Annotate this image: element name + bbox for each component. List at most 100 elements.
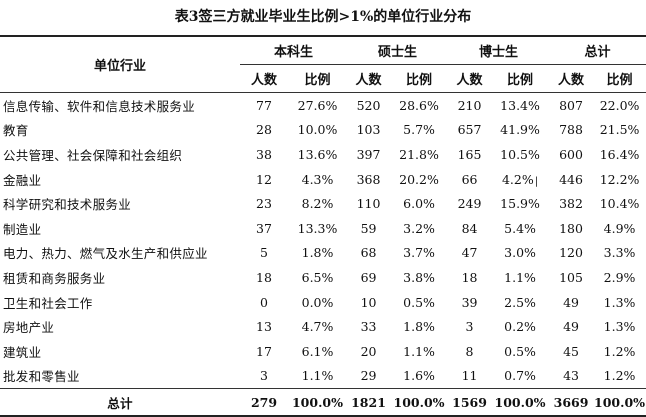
header-group-master: 硕士生 (347, 35, 449, 65)
undergrad-ratio: 13.6% (297, 146, 338, 162)
master-count: 1821 (347, 388, 391, 417)
header-row-subcols: 人数 比例 人数 比例 人数 比例 人数 比例 (0, 65, 646, 93)
table-row: 制造业 37 13.3% 59 3.2% 84 5.4% 180 4.9% (0, 216, 646, 241)
undergrad-count: 37 (256, 220, 272, 236)
doctor-ratio: 1.1% (504, 269, 536, 285)
undergrad-count: 77 (240, 91, 288, 118)
undergrad-count: 17 (256, 343, 272, 359)
undergrad-ratio: 6.1% (301, 343, 334, 359)
doctor-count: 66 (461, 171, 478, 187)
table-row: 批发和零售业 3 1.1% 29 1.6% 11 0.7% 43 1.2% (0, 364, 646, 389)
total-count: 180 (559, 220, 583, 236)
total-count: 807 (549, 91, 594, 118)
doctor-ratio: 15.9% (500, 196, 540, 212)
total-ratio: 22.0% (593, 91, 646, 118)
undergrad-count: 279 (240, 388, 288, 417)
doctor-ratio: 41.9% (500, 122, 540, 138)
doctor-count: 210 (448, 91, 492, 118)
header-row-groups: 单位行业 本科生 硕士生 博士生 总计 (0, 35, 646, 93)
undergrad-ratio: 4.7% (301, 319, 334, 335)
doctor-ratio: 3.0% (504, 245, 536, 261)
doctor-count: 657 (457, 122, 482, 138)
total-ratio: 16.4% (599, 146, 640, 162)
undergrad-count: 23 (256, 196, 272, 212)
table-row: 教育 28 10.0% 103 5.7% 657 41.9% 788 21.5% (0, 118, 646, 143)
doctor-ratio: 0.5% (504, 343, 536, 359)
undergrad-count: 5 (260, 245, 268, 261)
undergrad-ratio: 10.0% (297, 122, 338, 138)
master-ratio: 21.8% (399, 146, 439, 162)
header-ratio: 比例 (304, 73, 331, 88)
industry-cell: 房地产业 (3, 320, 55, 336)
master-ratio: 3.8% (403, 269, 435, 285)
total-ratio: 1.3% (603, 294, 636, 310)
doctor-count: 1569 (448, 388, 492, 417)
master-count: 110 (356, 196, 381, 212)
total-ratio: 12.2% (599, 171, 640, 187)
master-count: 103 (356, 122, 381, 138)
table-row: 金融业 12 4.3% 368 20.2% 66 4.2%| 446 12.2% (0, 167, 646, 192)
master-count: 397 (356, 146, 381, 162)
doctor-ratio: 10.5% (500, 146, 540, 162)
total-ratio: 4.9% (603, 220, 636, 236)
undergrad-count: 38 (256, 146, 272, 162)
doctor-count: 3 (465, 319, 474, 335)
table-row: 建筑业 17 6.1% 20 1.1% 8 0.5% 45 1.2% (0, 339, 646, 364)
doctor-ratio: 2.5% (504, 294, 536, 310)
master-count: 29 (360, 368, 377, 384)
undergrad-ratio: 27.6% (288, 91, 348, 118)
master-count: 68 (360, 245, 377, 261)
undergrad-ratio: 4.3% (301, 171, 334, 187)
total-ratio: 3.3% (603, 245, 636, 261)
master-count: 520 (347, 91, 391, 118)
undergrad-count: 3 (260, 368, 268, 384)
total-count: 49 (563, 294, 579, 310)
doctor-count: 18 (461, 269, 478, 285)
industry-cell: 电力、热力、燃气及水生产和供应业 (3, 246, 208, 262)
master-count: 368 (356, 171, 381, 187)
master-ratio: 1.1% (403, 343, 435, 359)
doctor-count: 39 (461, 294, 478, 310)
doctor-ratio: 13.4% (491, 91, 550, 118)
total-row: 总计 279 100.0% 1821 100.0% 1569 100.0% 36… (0, 388, 646, 417)
industry-cell: 批发和零售业 (3, 369, 80, 385)
total-count: 43 (563, 368, 579, 384)
doctor-count: 8 (465, 343, 474, 359)
industry-cell: 租赁和商务服务业 (3, 270, 106, 286)
industry-cell: 教育 (3, 123, 29, 139)
master-ratio: 20.2% (399, 171, 439, 187)
total-count: 3669 (549, 388, 594, 417)
total-ratio: 100.0% (593, 388, 646, 417)
doctor-count: 165 (457, 146, 482, 162)
total-ratio: 1.3% (603, 319, 636, 335)
master-count: 59 (360, 220, 377, 236)
undergrad-ratio: 8.2% (301, 196, 334, 212)
table-row: 信息传输、软件和信息技术服务业 77 27.6% 520 28.6% 210 1… (0, 91, 646, 118)
industry-cell: 金融业 (3, 172, 42, 188)
master-count: 69 (360, 269, 377, 285)
table-row: 房地产业 13 4.7% 33 1.8% 3 0.2% 49 1.3% (0, 314, 646, 339)
doctor-ratio: 100.0% (491, 388, 550, 417)
doctor-ratio-value: 4.2% (501, 171, 534, 187)
total-count: 120 (559, 245, 583, 261)
industry-cell: 信息传输、软件和信息技术服务业 (0, 91, 240, 118)
master-ratio: 28.6% (390, 91, 449, 118)
doctor-count: 11 (461, 368, 478, 384)
table-row: 租赁和商务服务业 18 6.5% 69 3.8% 18 1.1% 105 2.9… (0, 265, 646, 290)
undergrad-ratio: 6.5% (301, 269, 334, 285)
total-ratio: 2.9% (603, 269, 636, 285)
total-ratio: 10.4% (599, 196, 640, 212)
master-ratio: 6.0% (403, 196, 435, 212)
header-count: 人数 (250, 73, 277, 88)
doctor-ratio: 0.2% (504, 319, 536, 335)
master-count: 10 (360, 294, 377, 310)
undergrad-ratio: 1.1% (301, 368, 334, 384)
undergrad-count: 18 (256, 269, 272, 285)
master-count: 20 (360, 343, 377, 359)
undergrad-count: 0 (260, 294, 268, 310)
master-ratio: 3.2% (403, 220, 435, 236)
industry-cell: 卫生和社会工作 (3, 295, 93, 311)
undergrad-ratio: 13.3% (297, 220, 338, 236)
total-count: 382 (559, 196, 583, 212)
doctor-count: 84 (461, 220, 478, 236)
